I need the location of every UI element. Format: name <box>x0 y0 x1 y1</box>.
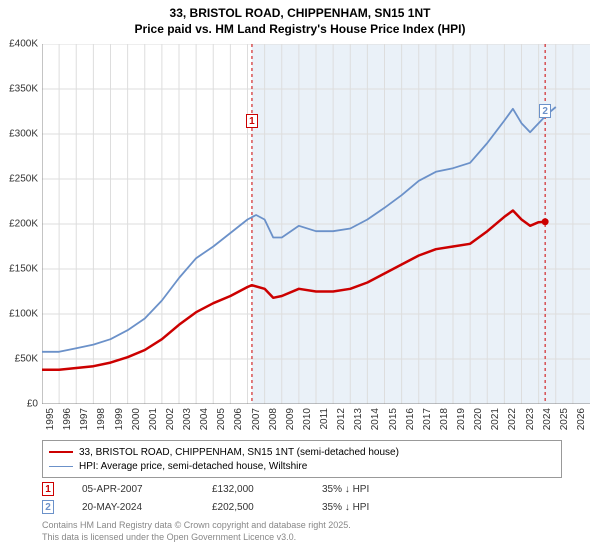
sale-row: 1 05-APR-2007£132,00035% ↓ HPI <box>42 480 432 498</box>
sale-date: 20-MAY-2024 <box>82 502 212 513</box>
x-tick-label: 2015 <box>388 408 399 430</box>
y-tick-label: £150K <box>0 264 38 275</box>
chart-title: 33, BRISTOL ROAD, CHIPPENHAM, SN15 1NT P… <box>0 0 600 37</box>
x-tick-label: 2005 <box>216 408 227 430</box>
legend-label: 33, BRISTOL ROAD, CHIPPENHAM, SN15 1NT (… <box>79 447 399 458</box>
x-tick-label: 2004 <box>199 408 210 430</box>
x-tick-label: 2020 <box>473 408 484 430</box>
legend-item: 33, BRISTOL ROAD, CHIPPENHAM, SN15 1NT (… <box>49 445 555 459</box>
legend-swatch <box>49 466 73 467</box>
sale-date: 05-APR-2007 <box>82 484 212 495</box>
sale-price: £202,500 <box>212 502 322 513</box>
x-tick-label: 2023 <box>525 408 536 430</box>
x-tick-label: 1996 <box>62 408 73 430</box>
x-tick-label: 2021 <box>490 408 501 430</box>
y-tick-label: £350K <box>0 84 38 95</box>
legend-label: HPI: Average price, semi-detached house,… <box>79 461 307 472</box>
title-line-2: Price paid vs. HM Land Registry's House … <box>0 22 600 38</box>
x-tick-label: 2011 <box>319 408 330 430</box>
x-tick-label: 2000 <box>131 408 142 430</box>
legend-swatch <box>49 451 73 453</box>
x-tick-label: 2026 <box>576 408 587 430</box>
x-tick-label: 2003 <box>182 408 193 430</box>
legend: 33, BRISTOL ROAD, CHIPPENHAM, SN15 1NT (… <box>42 440 562 478</box>
y-tick-label: £100K <box>0 309 38 320</box>
x-tick-label: 2001 <box>148 408 159 430</box>
title-line-1: 33, BRISTOL ROAD, CHIPPENHAM, SN15 1NT <box>0 6 600 22</box>
x-tick-label: 1999 <box>114 408 125 430</box>
x-tick-label: 2014 <box>370 408 381 430</box>
x-tick-label: 2010 <box>302 408 313 430</box>
chart-container: 33, BRISTOL ROAD, CHIPPENHAM, SN15 1NT P… <box>0 0 600 560</box>
sale-marker-2: 2 <box>539 104 551 118</box>
x-tick-label: 2016 <box>405 408 416 430</box>
sale-price: £132,000 <box>212 484 322 495</box>
footer-attribution: Contains HM Land Registry data © Crown c… <box>42 520 351 543</box>
sale-row-marker: 2 <box>42 500 54 514</box>
x-tick-label: 2009 <box>285 408 296 430</box>
sales-table: 1 05-APR-2007£132,00035% ↓ HPI 2 20-MAY-202… <box>42 480 432 516</box>
x-tick-label: 2017 <box>422 408 433 430</box>
x-tick-label: 1995 <box>45 408 56 430</box>
sale-diff: 35% ↓ HPI <box>322 484 432 495</box>
x-tick-label: 2018 <box>439 408 450 430</box>
x-tick-label: 2022 <box>507 408 518 430</box>
y-tick-label: £400K <box>0 39 38 50</box>
x-tick-label: 2012 <box>336 408 347 430</box>
sale-row: 2 20-MAY-2024£202,50035% ↓ HPI <box>42 498 432 516</box>
y-tick-label: £250K <box>0 174 38 185</box>
legend-item: HPI: Average price, semi-detached house,… <box>49 459 555 473</box>
y-tick-label: £300K <box>0 129 38 140</box>
sale-marker-1: 1 <box>246 114 258 128</box>
y-tick-label: £200K <box>0 219 38 230</box>
footer-line-1: Contains HM Land Registry data © Crown c… <box>42 520 351 532</box>
x-tick-label: 2013 <box>353 408 364 430</box>
sale-diff: 35% ↓ HPI <box>322 502 432 513</box>
x-tick-label: 2008 <box>268 408 279 430</box>
plot-svg <box>42 44 590 404</box>
x-tick-label: 1998 <box>96 408 107 430</box>
x-tick-label: 2024 <box>542 408 553 430</box>
footer-line-2: This data is licensed under the Open Gov… <box>42 532 351 544</box>
sale-row-marker: 1 <box>42 482 54 496</box>
x-tick-label: 2019 <box>456 408 467 430</box>
x-tick-label: 1997 <box>79 408 90 430</box>
x-tick-label: 2006 <box>233 408 244 430</box>
x-tick-label: 2007 <box>251 408 262 430</box>
y-tick-label: £0 <box>0 399 38 410</box>
x-tick-label: 2002 <box>165 408 176 430</box>
y-tick-label: £50K <box>0 354 38 365</box>
chart-area: £0£50K£100K£150K£200K£250K£300K£350K£400… <box>42 44 590 404</box>
x-tick-label: 2025 <box>559 408 570 430</box>
